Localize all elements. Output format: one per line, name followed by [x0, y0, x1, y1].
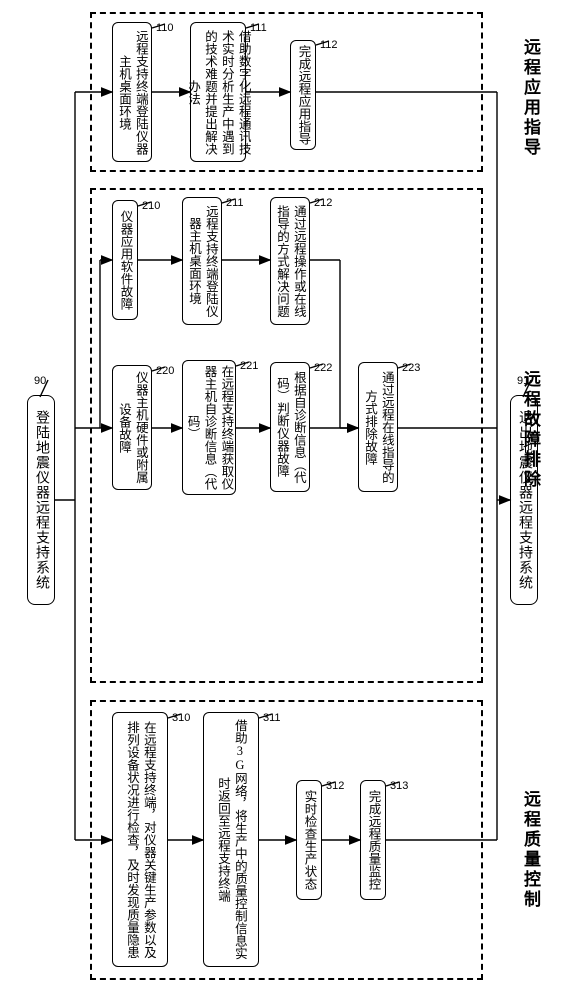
node-210-text: 仪器应用软件故障 — [117, 210, 134, 310]
node-312-text: 实时检查生产状态 — [301, 790, 318, 890]
entry-label: 登陆地震仪器远程支持系统 — [31, 410, 51, 590]
ref-210: 210 — [142, 200, 160, 212]
node-313-text: 完成远程质量监控 — [365, 790, 382, 890]
ref-313: 313 — [390, 780, 408, 792]
entry-node: 登陆地震仪器远程支持系统 — [27, 395, 55, 605]
node-311: 借助3G网络，将生产中的质量控制信息实时返回至远程支持终端 — [203, 712, 259, 967]
node-222: 根据自诊断信息（代码）判断仪器故障 — [270, 362, 310, 492]
node-112: 完成远程应用指导 — [290, 40, 316, 150]
ref-311: 311 — [263, 712, 281, 724]
ref-110: 110 — [156, 22, 174, 34]
node-222-text: 根据自诊断信息（代码）判断仪器故障 — [273, 367, 307, 487]
node-221: 在远程支持终端获取仪器主机自诊断信息（代码） — [182, 360, 236, 495]
ref-312: 312 — [326, 780, 344, 792]
ref-220: 220 — [156, 365, 174, 377]
section-fault-title: 远程故障排除 — [518, 370, 543, 490]
node-311-text: 借助3G网络，将生产中的质量控制信息实时返回至远程支持终端 — [214, 717, 248, 962]
node-313: 完成远程质量监控 — [360, 780, 386, 900]
node-221-text: 在远程支持终端获取仪器主机自诊断信息（代码） — [184, 365, 235, 490]
node-211: 远程支持终端登陆仪器主机桌面环境 — [182, 197, 222, 325]
node-212-text: 通过远程操作或在线指导的方式解决问题 — [273, 202, 307, 320]
node-111: 借助数字化远程通讯技术实时分析生产中遇到的技术难题并提出解决办法 — [190, 22, 246, 162]
node-223: 通过远程在线指导的方式排除故障 — [358, 362, 398, 492]
ref-212: 212 — [314, 197, 332, 209]
ref-223: 223 — [402, 362, 420, 374]
node-310: 在远程支持终端，对仪器关键生产参数以及排列设备状况进行检查，及时发现质量隐患 — [112, 712, 168, 967]
node-112-text: 完成远程应用指导 — [295, 45, 312, 145]
section-qc-title: 远程质量控制 — [518, 790, 543, 910]
node-110: 远程支持终端登陆仪器主机桌面环境 — [112, 22, 152, 162]
ref-222: 222 — [314, 362, 332, 374]
node-111-text: 借助数字化远程通讯技术实时分析生产中遇到的技术难题并提出解决办法 — [184, 27, 252, 157]
section-guide-title: 远程应用指导 — [518, 38, 543, 158]
node-312: 实时检查生产状态 — [296, 780, 322, 900]
ref-112: 112 — [320, 39, 338, 51]
ref-111: 111 — [250, 22, 267, 34]
ref-211: 211 — [226, 197, 244, 209]
node-211-text: 远程支持终端登陆仪器主机桌面环境 — [185, 202, 219, 320]
node-212: 通过远程操作或在线指导的方式解决问题 — [270, 197, 310, 325]
node-220: 仪器主机硬件或附属设备故障 — [112, 365, 152, 490]
node-110-text: 远程支持终端登陆仪器主机桌面环境 — [115, 27, 149, 157]
node-310-text: 在远程支持终端，对仪器关键生产参数以及排列设备状况进行检查，及时发现质量隐患 — [123, 717, 157, 962]
node-223-text: 通过远程在线指导的方式排除故障 — [361, 367, 395, 487]
ref-221: 221 — [240, 360, 258, 372]
entry-ref: 90 — [34, 375, 46, 387]
node-220-text: 仪器主机硬件或附属设备故障 — [115, 370, 149, 485]
ref-310: 310 — [172, 712, 190, 724]
node-210: 仪器应用软件故障 — [112, 200, 138, 320]
